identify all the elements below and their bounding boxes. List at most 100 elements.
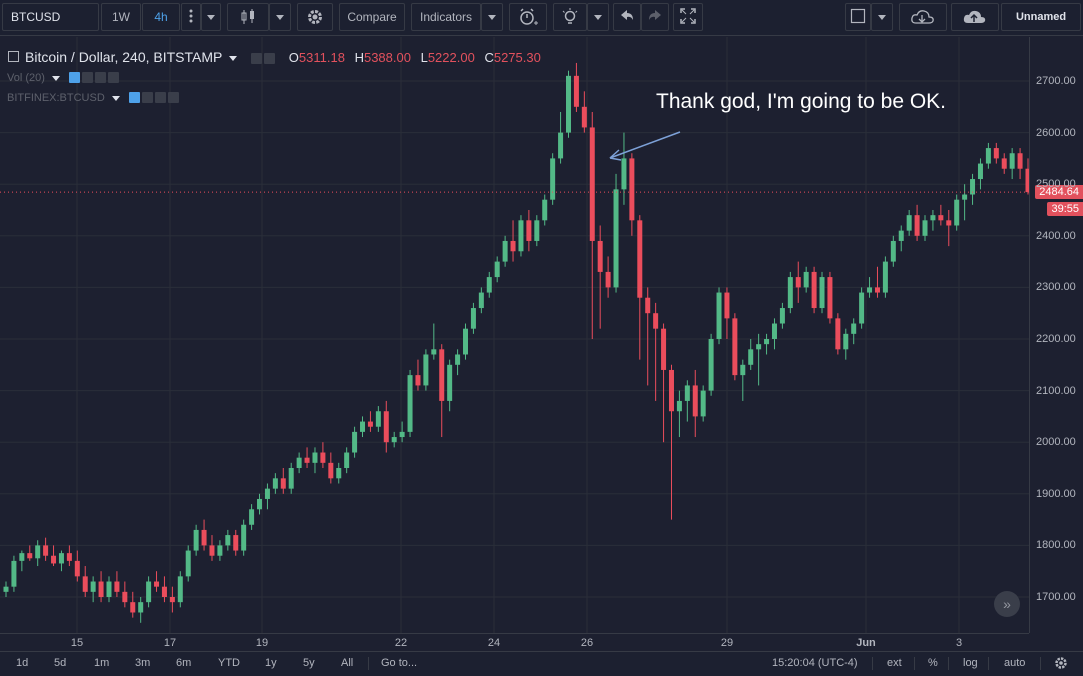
range-5y-button[interactable]: 5y [303,657,315,669]
candle [201,519,207,551]
cloud-upload-icon [963,10,986,23]
candle [700,385,706,422]
interval-1w-button[interactable]: 1W [101,3,141,31]
eye-icon[interactable] [250,53,262,64]
eye-icon[interactable] [128,92,140,103]
extended-hours-toggle[interactable]: ext [887,657,902,669]
settings-icon[interactable] [263,53,275,64]
price-tick-label: 2400.00 [1036,229,1076,242]
candle [835,313,841,355]
drawing-template-dropdown[interactable] [871,3,893,31]
more-intervals-button[interactable] [181,3,201,31]
add-icon[interactable] [154,92,166,103]
high-value: 5388.00 [363,50,411,65]
add-icon[interactable] [95,72,107,83]
annotation-arrow[interactable] [609,131,681,159]
symbol-search-input[interactable]: BTCUSD [2,3,99,31]
interval-4h-button[interactable]: 4h [142,3,180,31]
range-1y-button[interactable]: 1y [265,657,277,669]
series-title: Bitcoin / Dollar, 240, BITSTAMP [25,49,223,65]
candle [407,369,413,438]
alert-button[interactable] [509,3,547,31]
time-tick-label: 17 [163,637,177,649]
settings-button[interactable] [297,3,333,31]
price-chart[interactable] [0,37,1029,633]
chevron-down-icon[interactable] [229,55,238,61]
candle [581,91,587,133]
candle [257,493,263,515]
candle [217,540,223,561]
range-1d-button[interactable]: 1d [16,657,29,669]
range-6m-button[interactable]: 6m [176,657,192,669]
chart-style-dropdown[interactable] [269,3,291,31]
chart-properties-button[interactable] [1054,656,1068,673]
layout-name-button[interactable]: Unnamed [1001,3,1081,31]
compare-button[interactable]: Compare [339,3,405,31]
compare-symbol-label: BITFINEX:BTCUSD [7,92,105,104]
candle [946,210,952,247]
price-tick-label: 2300.00 [1036,281,1076,294]
candle [114,571,120,597]
range-all-button[interactable]: All [341,657,354,669]
ideas-button[interactable] [553,3,587,31]
candle [1001,153,1007,174]
candle [692,369,698,438]
collapse-legend-icon[interactable] [8,51,19,62]
clock-timezone[interactable]: 15:20:04 (UTC-4) [772,657,858,669]
candle [502,235,508,267]
range-ytd-button[interactable]: YTD [218,657,240,669]
log-scale-toggle[interactable]: log [963,657,978,669]
price-tick-label: 2600.00 [1036,126,1076,139]
candle [882,256,888,298]
chevron-down-icon[interactable] [111,95,120,101]
scroll-to-realtime-button[interactable]: » [994,591,1020,617]
candle [819,271,825,314]
chevron-down-icon[interactable] [51,75,60,81]
undo-button[interactable] [613,3,641,31]
candle [565,70,571,138]
eye-icon[interactable] [69,72,81,83]
auto-scale-toggle[interactable]: auto [1004,657,1026,669]
redo-button[interactable] [641,3,669,31]
range-3m-button[interactable]: 3m [135,657,151,669]
candle [653,302,659,401]
time-axis[interactable]: 15 17 19 22 24 26 29 Jun 3 [0,633,1029,651]
interval-dropdown-button[interactable] [201,3,221,31]
price-tick-label: 1800.00 [1036,539,1076,552]
close-icon[interactable] [167,92,179,103]
chart-pane[interactable]: Bitcoin / Dollar, 240, BITSTAMP O5311.18… [0,37,1029,633]
range-1m-button[interactable]: 1m [94,657,110,669]
range-5d-button[interactable]: 5d [54,657,67,669]
candle [11,555,17,592]
price-axis[interactable]: 2484.64 39:55 2700.00 2600.00 2500.00 2400.… [1029,37,1083,633]
drawing-template-button[interactable] [845,3,871,31]
price-tick-label: 2100.00 [1036,384,1076,397]
fullscreen-button[interactable] [673,3,703,31]
indicators-button[interactable]: Indicators [411,3,481,31]
divider [948,657,949,670]
close-icon[interactable] [108,72,120,83]
candle [367,411,373,432]
time-tick-label: 19 [255,637,269,649]
candle [668,364,674,520]
chart-style-button[interactable] [227,3,269,31]
indicators-dropdown[interactable] [481,3,503,31]
save-chart-button[interactable] [951,3,999,31]
candle [867,277,873,298]
go-to-date-button[interactable]: Go to... [381,657,418,669]
interval-1w-label: 1W [112,10,130,24]
annotation-text[interactable]: Thank god, I'm going to be OK. [656,90,947,113]
candle [280,468,286,494]
ideas-dropdown[interactable] [587,3,609,31]
settings-icon[interactable] [141,92,153,103]
candle [708,333,714,396]
candle [98,571,104,603]
candle [130,591,136,618]
candle [391,431,397,448]
percent-scale-toggle[interactable]: % [928,657,938,669]
candle [637,215,643,360]
candle [19,550,25,572]
candle [938,204,944,226]
load-chart-button[interactable] [899,3,947,31]
settings-icon[interactable] [82,72,94,83]
